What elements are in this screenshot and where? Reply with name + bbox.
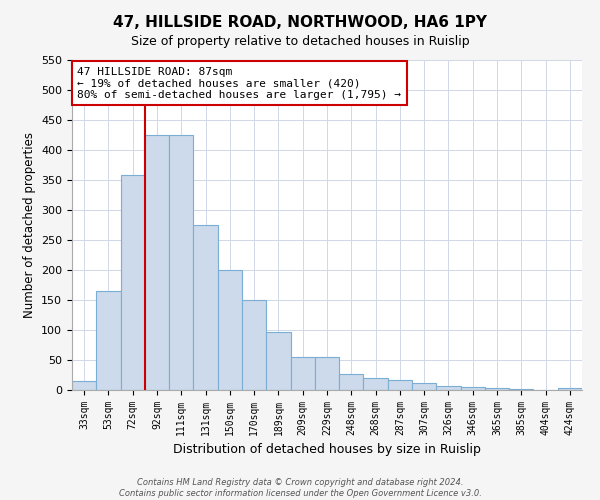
Y-axis label: Number of detached properties: Number of detached properties [23, 132, 35, 318]
Bar [315, 357, 339, 390]
Text: 47, HILLSIDE ROAD, NORTHWOOD, HA6 1PY: 47, HILLSIDE ROAD, NORTHWOOD, HA6 1PY [113, 15, 487, 30]
Text: Contains HM Land Registry data © Crown copyright and database right 2024.
Contai: Contains HM Land Registry data © Crown c… [119, 478, 481, 498]
Bar [412, 383, 436, 390]
Bar [436, 386, 461, 390]
Text: Size of property relative to detached houses in Ruislip: Size of property relative to detached ho… [131, 35, 469, 48]
Bar [509, 389, 533, 390]
Bar [266, 332, 290, 390]
Bar [218, 270, 242, 390]
Bar [121, 175, 145, 390]
Bar [461, 387, 485, 390]
Bar [169, 135, 193, 390]
Bar [193, 225, 218, 390]
Bar [72, 381, 96, 390]
Bar [558, 388, 582, 390]
Bar [96, 291, 121, 390]
Bar [242, 300, 266, 390]
Text: 47 HILLSIDE ROAD: 87sqm
← 19% of detached houses are smaller (420)
80% of semi-d: 47 HILLSIDE ROAD: 87sqm ← 19% of detache… [77, 66, 401, 100]
Bar [339, 374, 364, 390]
Bar [145, 135, 169, 390]
X-axis label: Distribution of detached houses by size in Ruislip: Distribution of detached houses by size … [173, 444, 481, 456]
Bar [364, 378, 388, 390]
Bar [388, 380, 412, 390]
Bar [290, 357, 315, 390]
Bar [485, 388, 509, 390]
